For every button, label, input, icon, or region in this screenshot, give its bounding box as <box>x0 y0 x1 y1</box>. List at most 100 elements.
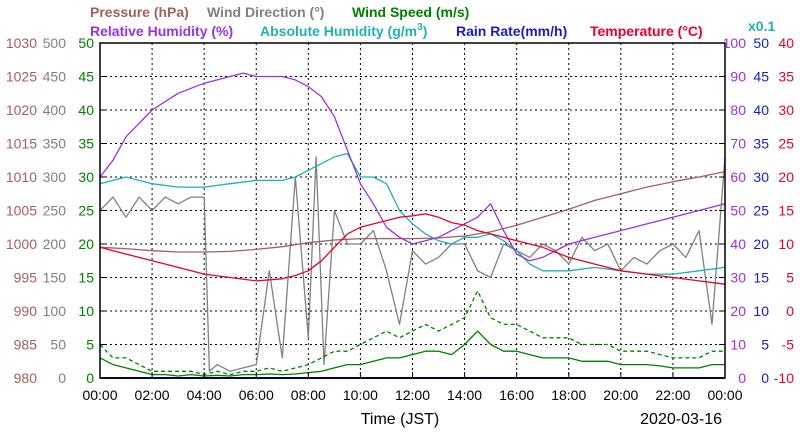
x-tick-label: 08:00 <box>291 387 326 403</box>
x-tick-label: 02:00 <box>135 387 170 403</box>
y-tick-label-wind-direction: 400 <box>43 102 67 118</box>
x-tick-label: 20:00 <box>603 387 638 403</box>
scale-note: x0.1 <box>748 18 775 34</box>
y-tick-label-wind-direction: 500 <box>43 35 67 51</box>
y-tick-label-temperature: 5 <box>786 270 794 286</box>
y-tick-label-wind-speed: 25 <box>78 203 94 219</box>
y-tick-label-humidity: 60 <box>730 169 746 185</box>
x-tick-label: 12:00 <box>395 387 430 403</box>
y-tick-label-wind-speed: 5 <box>86 337 94 353</box>
x-tick-label: 04:00 <box>187 387 222 403</box>
y-tick-label-wind-direction: 150 <box>43 270 67 286</box>
y-tick-label-rain-rate: 0 <box>761 370 769 386</box>
series-line-pressure <box>99 170 726 253</box>
y-tick-label-wind-speed: 40 <box>78 102 94 118</box>
y-tick-label-humidity: 50 <box>730 203 746 219</box>
x-axis: 00:00 02:00 04:00 06:00 08:00 10:00 12:00 14:00… <box>82 387 742 403</box>
y-tick-label-humidity: 30 <box>730 270 746 286</box>
y-tick-label-wind-speed: 45 <box>78 69 94 85</box>
y-tick-label-rain-rate: 35 <box>753 136 769 152</box>
y-tick-label-pressure: 1020 <box>6 102 37 118</box>
y-tick-label-temperature: 25 <box>778 136 794 152</box>
date-label: 2020-03-16 <box>640 411 722 428</box>
x-tick-label: 06:00 <box>239 387 274 403</box>
y-tick-label-wind-direction: 300 <box>43 169 67 185</box>
y-tick-label-temperature: 0 <box>786 303 794 319</box>
legend-entry: Absolute Humidity (g/m3) <box>260 22 427 39</box>
y-tick-label-temperature: -10 <box>774 370 794 386</box>
y-tick-label-humidity: 10 <box>730 337 746 353</box>
y-tick-label-rain-rate: 30 <box>753 169 769 185</box>
y-tick-label-pressure: 1025 <box>6 69 37 85</box>
y-tick-label-wind-direction: 50 <box>50 337 66 353</box>
y-tick-label-wind-direction: 250 <box>43 203 67 219</box>
x-axis-title: Time (JST) <box>361 411 440 428</box>
y-tick-label-rain-rate: 20 <box>753 236 769 252</box>
y-tick-label-pressure: 1000 <box>6 236 37 252</box>
y-tick-label-pressure: 1030 <box>6 35 37 51</box>
y-tick-label-wind-direction: 100 <box>43 303 67 319</box>
y-tick-label-rain-rate: 40 <box>753 102 769 118</box>
y-tick-label-humidity: 80 <box>730 102 746 118</box>
y-tick-label-humidity: 90 <box>730 69 746 85</box>
y-tick-label-wind-direction: 450 <box>43 69 67 85</box>
legend: Pressure (hPa) Wind Direction (°) Wind Spe… <box>90 4 775 39</box>
series-line-temperature <box>99 213 726 285</box>
y-tick-label-humidity: 20 <box>730 303 746 319</box>
y-tick-label-wind-speed: 10 <box>78 303 94 319</box>
x-tick-label: 00:00 <box>82 387 117 403</box>
y-tick-label-rain-rate: 5 <box>761 337 769 353</box>
y-tick-label-temperature: 10 <box>778 236 794 252</box>
y-tick-label-temperature: 15 <box>778 203 794 219</box>
legend-entry: Rain Rate(mm/h) <box>456 23 567 39</box>
legend-entry: Pressure (hPa) <box>90 4 189 20</box>
grid <box>100 43 725 378</box>
y-tick-label-wind-direction: 200 <box>43 236 67 252</box>
y-tick-label-temperature: 35 <box>778 69 794 85</box>
y-tick-label-humidity: 100 <box>723 35 747 51</box>
y-tick-label-temperature: 30 <box>778 102 794 118</box>
y-tick-label-wind-speed: 0 <box>86 370 94 386</box>
x-tick-label: 22:00 <box>655 387 690 403</box>
series-line-relative-humidity <box>99 72 726 262</box>
x-tick-label: 14:00 <box>447 387 482 403</box>
y-tick-label-pressure: 1015 <box>6 136 37 152</box>
y-tick-label-wind-speed: 35 <box>78 136 94 152</box>
y-tick-label-pressure: 980 <box>14 370 38 386</box>
y-tick-label-humidity: 40 <box>730 236 746 252</box>
plot-frame <box>99 42 726 379</box>
y-tick-label-pressure: 1010 <box>6 169 37 185</box>
y-tick-label-rain-rate: 50 <box>753 35 769 51</box>
y-tick-label-rain-rate: 45 <box>753 69 769 85</box>
legend-entry: Wind Speed (m/s) <box>352 4 469 20</box>
y-tick-label-wind-speed: 30 <box>78 169 94 185</box>
legend-entry: Relative Humidity (%) <box>90 23 233 39</box>
y-tick-label-temperature: -5 <box>782 337 795 353</box>
y-tick-label-pressure: 985 <box>14 337 38 353</box>
y-tick-label-humidity: 70 <box>730 136 746 152</box>
x-tick-label: 10:00 <box>343 387 378 403</box>
y-tick-label-pressure: 1005 <box>6 203 37 219</box>
y-tick-label-wind-speed: 50 <box>78 35 94 51</box>
x-tick-label: 18:00 <box>551 387 586 403</box>
x-tick-label: 00:00 <box>707 387 742 403</box>
right-axes: 1009080706050403020100504540353025201510… <box>723 35 795 386</box>
y-tick-label-pressure: 990 <box>14 303 38 319</box>
y-tick-label-rain-rate: 10 <box>753 303 769 319</box>
series-line-wind-direction <box>99 156 726 372</box>
y-tick-label-humidity: 0 <box>738 370 746 386</box>
y-tick-label-temperature: 40 <box>778 35 794 51</box>
y-tick-label-wind-direction: 350 <box>43 136 67 152</box>
y-tick-label-wind-direction: 0 <box>58 370 66 386</box>
y-tick-label-wind-speed: 20 <box>78 236 94 252</box>
y-tick-label-wind-speed: 15 <box>78 270 94 286</box>
y-tick-label-temperature: 20 <box>778 169 794 185</box>
legend-entry: Wind Direction (°) <box>207 4 324 20</box>
left-axes: 1030102510201015101010051000995990985980… <box>6 35 94 386</box>
y-tick-label-pressure: 995 <box>14 270 38 286</box>
series-line-absolute-humidity-x0-1 <box>99 152 726 275</box>
y-tick-label-rain-rate: 25 <box>753 203 769 219</box>
x-tick-label: 16:00 <box>499 387 534 403</box>
